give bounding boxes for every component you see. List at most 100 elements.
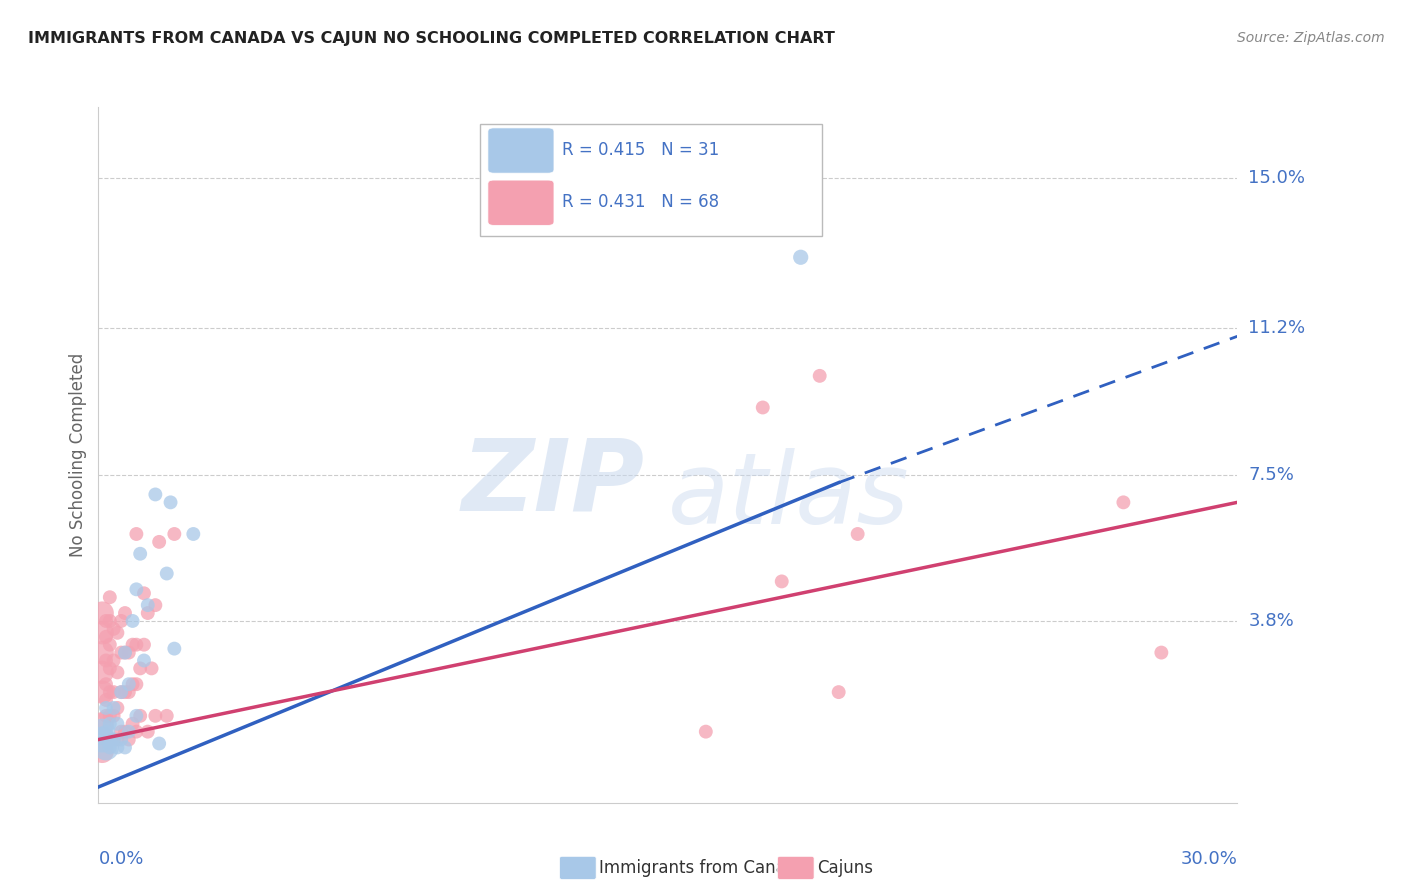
Point	[98, 685, 121, 699]
Point	[114, 646, 136, 660]
Point	[103, 732, 125, 747]
Point	[1112, 495, 1135, 509]
Point	[91, 716, 114, 731]
FancyBboxPatch shape	[479, 124, 821, 235]
Point	[121, 614, 143, 628]
Point	[129, 708, 152, 723]
Point	[98, 740, 121, 755]
Point	[163, 641, 186, 656]
Point	[136, 606, 159, 620]
Point	[94, 732, 117, 747]
Point	[132, 586, 155, 600]
Point	[163, 527, 186, 541]
Point	[110, 685, 132, 699]
Point	[118, 677, 141, 691]
Text: 3.8%: 3.8%	[1249, 612, 1294, 630]
Point	[132, 638, 155, 652]
Point	[121, 677, 143, 691]
Point	[94, 740, 117, 755]
Text: 15.0%: 15.0%	[1249, 169, 1305, 187]
Point	[156, 566, 179, 581]
Point	[125, 724, 148, 739]
Point	[91, 665, 114, 680]
Point	[91, 646, 114, 660]
Text: 30.0%: 30.0%	[1181, 850, 1237, 868]
Point	[94, 653, 117, 667]
Point	[790, 250, 813, 264]
Point	[103, 653, 125, 667]
Point	[98, 638, 121, 652]
Point	[828, 685, 851, 699]
Point	[156, 708, 179, 723]
Point	[118, 646, 141, 660]
Point	[94, 724, 117, 739]
Point	[752, 401, 775, 415]
Point	[107, 665, 129, 680]
Point	[110, 614, 132, 628]
Point	[148, 534, 170, 549]
Point	[103, 708, 125, 723]
Text: ZIP: ZIP	[463, 434, 645, 532]
Point	[94, 708, 117, 723]
Point	[98, 716, 121, 731]
Point	[103, 685, 125, 699]
Point	[94, 701, 117, 715]
Point	[121, 638, 143, 652]
Point	[98, 614, 121, 628]
Text: Cajuns: Cajuns	[817, 859, 873, 877]
FancyBboxPatch shape	[488, 128, 554, 173]
Point	[91, 744, 114, 758]
Point	[159, 495, 181, 509]
Point	[125, 638, 148, 652]
Text: R = 0.415   N = 31: R = 0.415 N = 31	[562, 141, 720, 159]
Point	[695, 724, 717, 739]
Point	[107, 732, 129, 747]
Point	[114, 724, 136, 739]
Point	[118, 685, 141, 699]
Point	[125, 582, 148, 597]
Point	[110, 724, 132, 739]
Text: 11.2%: 11.2%	[1249, 319, 1306, 337]
Point	[125, 677, 148, 691]
Point	[94, 677, 117, 691]
Point	[145, 598, 167, 612]
Point	[103, 622, 125, 636]
Point	[110, 685, 132, 699]
Point	[121, 716, 143, 731]
Point	[98, 591, 121, 605]
Point	[118, 732, 141, 747]
Point	[91, 606, 114, 620]
Point	[136, 724, 159, 739]
Point	[114, 646, 136, 660]
Point	[846, 527, 869, 541]
Point	[91, 732, 114, 747]
Point	[98, 661, 121, 675]
Point	[148, 737, 170, 751]
Point	[145, 708, 167, 723]
Point	[107, 625, 129, 640]
Point	[114, 606, 136, 620]
Point	[118, 724, 141, 739]
Point	[91, 724, 114, 739]
Text: IMMIGRANTS FROM CANADA VS CAJUN NO SCHOOLING COMPLETED CORRELATION CHART: IMMIGRANTS FROM CANADA VS CAJUN NO SCHOO…	[28, 31, 835, 46]
Point	[114, 685, 136, 699]
Point	[98, 708, 121, 723]
Text: 7.5%: 7.5%	[1249, 466, 1295, 483]
Text: Source: ZipAtlas.com: Source: ZipAtlas.com	[1237, 31, 1385, 45]
FancyBboxPatch shape	[488, 180, 554, 226]
Point	[94, 614, 117, 628]
Point	[91, 625, 114, 640]
Point	[94, 630, 117, 644]
Point	[183, 527, 205, 541]
Point	[91, 685, 114, 699]
Point	[125, 527, 148, 541]
Y-axis label: No Schooling Completed: No Schooling Completed	[69, 353, 87, 557]
Point	[103, 701, 125, 715]
Point	[114, 740, 136, 755]
Point	[107, 701, 129, 715]
Point	[129, 547, 152, 561]
Text: R = 0.431   N = 68: R = 0.431 N = 68	[562, 194, 718, 211]
Point	[141, 661, 163, 675]
Point	[125, 708, 148, 723]
Point	[129, 661, 152, 675]
